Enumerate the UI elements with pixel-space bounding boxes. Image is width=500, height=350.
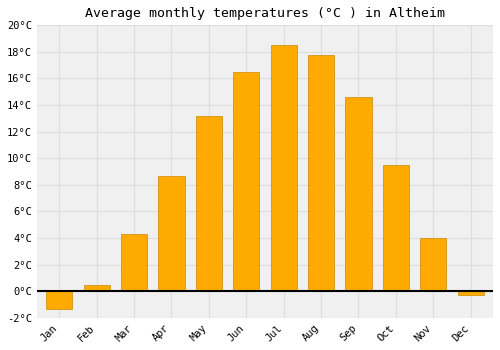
Title: Average monthly temperatures (°C ) in Altheim: Average monthly temperatures (°C ) in Al… bbox=[85, 7, 445, 20]
Bar bbox=[308, 55, 334, 291]
Bar bbox=[233, 72, 260, 291]
Bar bbox=[346, 97, 372, 291]
Bar bbox=[270, 45, 296, 291]
Bar bbox=[158, 176, 184, 291]
Bar bbox=[458, 291, 483, 295]
Bar bbox=[46, 291, 72, 309]
Bar bbox=[84, 285, 110, 291]
Bar bbox=[121, 234, 147, 291]
Bar bbox=[196, 116, 222, 291]
Bar bbox=[420, 238, 446, 291]
Bar bbox=[382, 165, 409, 291]
